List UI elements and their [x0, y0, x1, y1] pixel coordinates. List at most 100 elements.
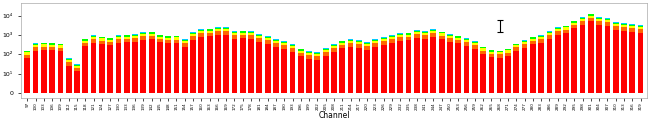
Bar — [472, 49, 478, 93]
Bar — [339, 41, 345, 43]
Bar — [472, 41, 478, 42]
Bar — [165, 40, 171, 43]
Bar — [397, 34, 403, 35]
Bar — [629, 26, 635, 28]
Bar — [530, 41, 536, 44]
Bar — [306, 53, 312, 55]
Bar — [265, 40, 270, 44]
Bar — [323, 48, 328, 49]
Bar — [198, 33, 204, 37]
Bar — [463, 46, 469, 93]
Bar — [58, 48, 63, 51]
Bar — [604, 19, 610, 20]
Bar — [629, 28, 635, 32]
Bar — [140, 32, 146, 33]
Bar — [240, 33, 246, 35]
Bar — [290, 52, 295, 93]
Bar — [596, 18, 602, 19]
Bar — [323, 52, 328, 56]
Bar — [215, 27, 221, 28]
Bar — [207, 33, 213, 36]
Bar — [514, 51, 519, 93]
Bar — [555, 28, 560, 29]
Bar — [99, 44, 105, 93]
Bar — [257, 42, 262, 93]
Bar — [522, 44, 527, 48]
Bar — [571, 25, 577, 28]
Bar — [447, 38, 453, 42]
Bar — [430, 30, 436, 31]
Bar — [456, 38, 461, 40]
Bar — [372, 43, 378, 47]
Bar — [472, 43, 478, 45]
Bar — [356, 40, 361, 41]
Bar — [497, 58, 502, 93]
Bar — [538, 43, 544, 93]
Bar — [580, 18, 586, 19]
Bar — [298, 53, 304, 56]
Bar — [456, 40, 461, 43]
Bar — [406, 40, 411, 93]
Bar — [215, 31, 221, 35]
Bar — [563, 33, 569, 93]
Bar — [339, 48, 345, 93]
Bar — [140, 34, 146, 36]
Bar — [414, 32, 420, 34]
Bar — [58, 46, 63, 48]
Bar — [604, 18, 610, 19]
Bar — [116, 36, 122, 37]
Bar — [439, 36, 445, 39]
Bar — [265, 37, 270, 38]
Bar — [74, 64, 80, 65]
Bar — [132, 38, 138, 42]
Bar — [41, 43, 47, 45]
Bar — [430, 33, 436, 37]
Bar — [182, 46, 188, 93]
Bar — [315, 54, 320, 56]
Bar — [629, 32, 635, 93]
Bar — [447, 36, 453, 38]
Bar — [497, 51, 502, 52]
Bar — [463, 39, 469, 40]
Bar — [248, 35, 254, 39]
Bar — [290, 48, 295, 52]
Bar — [207, 36, 213, 93]
Bar — [430, 37, 436, 93]
Bar — [231, 38, 237, 93]
Bar — [580, 21, 586, 25]
Bar — [547, 35, 552, 38]
Bar — [406, 37, 411, 40]
Bar — [281, 49, 287, 93]
Bar — [124, 39, 129, 42]
Bar — [107, 40, 113, 42]
Bar — [596, 25, 602, 93]
Bar — [298, 49, 304, 51]
Bar — [190, 36, 196, 40]
Bar — [132, 35, 138, 36]
Bar — [157, 37, 162, 39]
Bar — [281, 45, 287, 49]
Bar — [215, 28, 221, 29]
Bar — [480, 54, 486, 93]
Bar — [580, 17, 586, 18]
Bar — [555, 27, 560, 28]
Bar — [265, 38, 270, 40]
Bar — [207, 29, 213, 31]
Bar — [74, 68, 80, 71]
Bar — [348, 41, 354, 43]
Bar — [497, 54, 502, 58]
Bar — [463, 42, 469, 46]
Bar — [538, 36, 544, 37]
Bar — [563, 30, 569, 33]
Bar — [157, 35, 162, 37]
Bar — [107, 45, 113, 93]
Bar — [638, 27, 644, 29]
Bar — [281, 41, 287, 42]
Bar — [489, 54, 494, 57]
Bar — [174, 40, 179, 43]
Bar — [306, 52, 312, 53]
Bar — [389, 37, 395, 39]
Bar — [613, 26, 619, 30]
Bar — [613, 24, 619, 26]
Bar — [58, 44, 63, 46]
